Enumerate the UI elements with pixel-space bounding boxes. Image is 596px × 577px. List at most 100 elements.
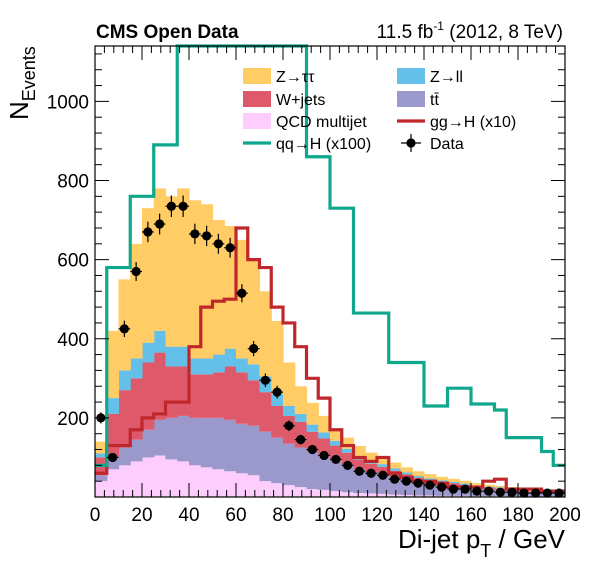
bar-ttbar: [295, 448, 307, 488]
legend-label-z-to-ll: Z→ll: [430, 69, 463, 86]
bar-ttbar: [236, 424, 248, 473]
bar-ttbar: [283, 444, 295, 486]
bar-z-to-tautau: [130, 244, 142, 359]
data-point-marker: [273, 388, 282, 397]
data-point-marker: [543, 488, 552, 497]
data-point-marker: [320, 451, 329, 460]
bar-z-to-ll: [236, 359, 248, 373]
data-point-marker: [296, 435, 305, 444]
bar-z-to-ll: [307, 425, 319, 432]
bar-z-to-tautau: [483, 485, 495, 487]
legend-item-gg-to-h-x10: gg→H (x10): [397, 114, 516, 131]
bar-qcd-multijet: [248, 475, 260, 497]
x-tick-label: 160: [455, 505, 487, 526]
data-point-marker: [132, 267, 141, 276]
legend-label-w-jets: W+jets: [276, 92, 325, 109]
data-point-marker: [190, 229, 199, 238]
bar-z-to-ll: [318, 433, 330, 439]
bar-qcd-multijet: [295, 487, 307, 497]
bar-z-to-ll: [448, 482, 460, 483]
bar-w-jets: [248, 380, 260, 425]
data-point-marker: [120, 324, 129, 333]
bar-z-to-tautau: [354, 446, 366, 456]
y-axis-title: NEvents: [4, 46, 39, 120]
data-point-marker: [355, 467, 364, 476]
bar-qcd-multijet: [307, 489, 319, 497]
x-tick-label: 20: [131, 505, 152, 526]
data-point-marker: [284, 421, 293, 430]
bar-ttbar: [142, 430, 154, 458]
bar-z-to-tautau: [283, 362, 295, 406]
bar-ttbar: [248, 426, 260, 475]
bar-w-jets: [271, 406, 283, 438]
bar-z-to-tautau: [424, 474, 436, 478]
data-point-marker: [402, 477, 411, 486]
data-point-marker: [343, 461, 352, 470]
bar-ttbar: [201, 418, 213, 467]
data-point-marker: [249, 344, 258, 353]
bar-ttbar: [224, 420, 236, 471]
data-point-marker: [437, 483, 446, 492]
legend-swatch-w-jets: [243, 91, 271, 107]
y-tick-label: 1000: [47, 92, 89, 113]
data-point-marker: [167, 202, 176, 211]
bar-z-to-ll: [154, 331, 166, 353]
data-point-marker: [378, 471, 387, 480]
bar-z-to-tautau: [107, 331, 119, 398]
bar-ttbar: [213, 418, 225, 469]
bar-qcd-multijet: [236, 473, 248, 497]
bar-w-jets: [142, 362, 154, 429]
bar-ttbar: [95, 475, 107, 481]
x-tick-label: 140: [408, 505, 440, 526]
data-point-marker: [331, 455, 340, 464]
legend-item-qq-to-h-x100: qq→H (x100): [243, 136, 371, 153]
legend-item-qcd-multijet: QCD multijet: [243, 113, 367, 131]
bar-ttbar: [154, 420, 166, 456]
bar-z-to-tautau: [412, 471, 424, 476]
bar-z-to-ll: [283, 406, 295, 416]
bar-z-to-ll: [142, 343, 154, 363]
legend-label-data: Data: [430, 136, 464, 153]
data-point-marker: [261, 376, 270, 385]
legend-item-z-to-ll: Z→ll: [397, 68, 463, 86]
bar-z-to-tautau: [271, 321, 283, 394]
bar-qcd-multijet: [342, 492, 354, 497]
legend-swatch-ttbar: [397, 91, 425, 107]
bar-w-jets: [213, 372, 225, 417]
x-axis-title: Di-jet pT / GeV: [398, 524, 566, 561]
bar-qcd-multijet: [166, 459, 178, 497]
bar-ttbar: [177, 416, 189, 461]
bar-w-jets: [236, 372, 248, 423]
stacked-background-bars: [95, 188, 566, 497]
data-point-marker: [226, 243, 235, 252]
bar-qcd-multijet: [283, 485, 295, 497]
data-point-marker: [531, 488, 540, 497]
bar-ttbar: [119, 448, 131, 466]
bar-ttbar: [260, 432, 272, 481]
bar-z-to-tautau: [166, 196, 178, 346]
legend-swatch-data: [406, 138, 415, 147]
data-point-marker: [179, 202, 188, 211]
bar-qcd-multijet: [95, 481, 107, 497]
bar-ttbar: [271, 438, 283, 483]
bar-w-jets: [189, 374, 201, 418]
bar-z-to-ll: [107, 398, 119, 414]
x-tick-label: 80: [272, 505, 293, 526]
bar-z-to-tautau: [401, 467, 413, 472]
legend-swatch-z-to-ll: [397, 68, 425, 84]
legend-item-w-jets: W+jets: [243, 91, 325, 109]
bar-z-to-ll: [224, 349, 236, 367]
x-tick-label: 60: [225, 505, 246, 526]
bar-z-to-ll: [436, 480, 448, 481]
data-point-marker: [202, 231, 211, 240]
legend-label-z-to-tautau: Z→ττ: [276, 69, 315, 86]
bar-ttbar: [318, 456, 330, 490]
bar-ttbar: [330, 459, 342, 491]
bar-z-to-ll: [389, 469, 401, 471]
data-point-marker: [484, 486, 493, 495]
legend-label-gg-to-h-x10: gg→H (x10): [430, 114, 516, 131]
x-tick-label: 40: [178, 505, 199, 526]
bar-z-to-ll: [295, 414, 307, 422]
